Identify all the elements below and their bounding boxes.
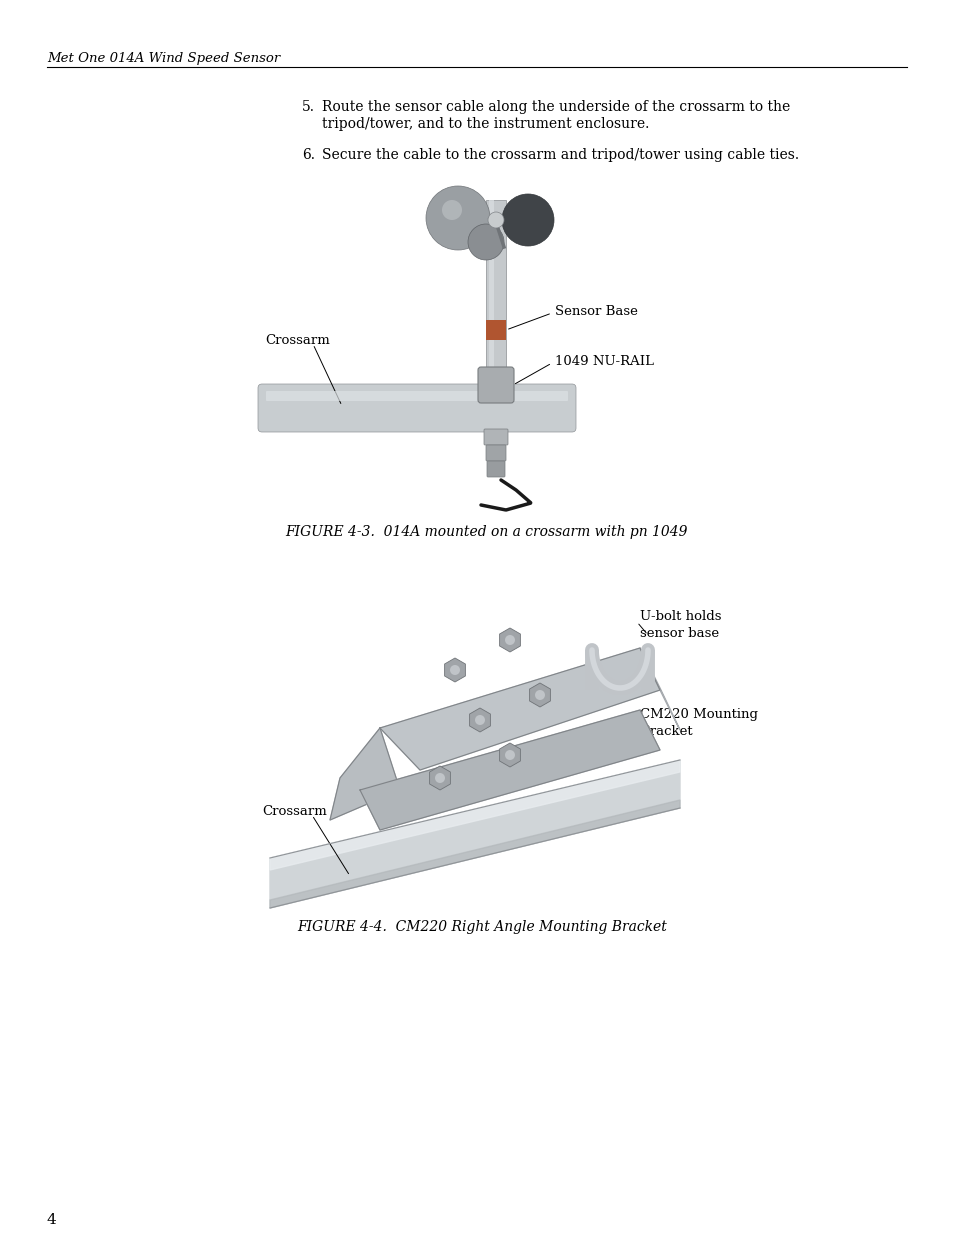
Text: Met One 014A Wind Speed Sensor: Met One 014A Wind Speed Sensor xyxy=(47,52,280,65)
Text: tripod/tower, and to the instrument enclosure.: tripod/tower, and to the instrument encl… xyxy=(322,117,649,131)
FancyBboxPatch shape xyxy=(257,384,576,432)
Text: 5.: 5. xyxy=(302,100,314,114)
Polygon shape xyxy=(429,766,450,790)
Circle shape xyxy=(488,212,503,228)
Polygon shape xyxy=(330,727,399,820)
Polygon shape xyxy=(639,648,679,730)
Text: Crossarm: Crossarm xyxy=(262,805,327,818)
Text: CM220 Mounting
Bracket: CM220 Mounting Bracket xyxy=(639,708,758,739)
Polygon shape xyxy=(529,683,550,706)
Text: Crossarm: Crossarm xyxy=(265,333,330,347)
Circle shape xyxy=(435,773,444,783)
Text: FIGURE 4-4.  CM220 Right Angle Mounting Bracket: FIGURE 4-4. CM220 Right Angle Mounting B… xyxy=(296,920,666,934)
Circle shape xyxy=(501,194,554,246)
FancyBboxPatch shape xyxy=(486,461,504,477)
Polygon shape xyxy=(469,708,490,732)
Bar xyxy=(489,200,494,388)
Circle shape xyxy=(426,186,490,249)
Text: Sensor Base: Sensor Base xyxy=(555,305,638,317)
Bar xyxy=(485,320,505,340)
Text: 4: 4 xyxy=(47,1213,56,1228)
Polygon shape xyxy=(270,800,679,908)
Text: FIGURE 4-3.  014A mounted on a crossarm with pn 1049: FIGURE 4-3. 014A mounted on a crossarm w… xyxy=(284,525,686,538)
Circle shape xyxy=(475,715,484,725)
Polygon shape xyxy=(270,760,679,869)
Text: 6.: 6. xyxy=(302,148,314,162)
FancyBboxPatch shape xyxy=(485,200,505,388)
Text: U-bolt holds
sensor base: U-bolt holds sensor base xyxy=(639,610,720,640)
FancyBboxPatch shape xyxy=(483,429,507,445)
Polygon shape xyxy=(444,658,465,682)
Polygon shape xyxy=(499,629,519,652)
Polygon shape xyxy=(359,710,659,830)
FancyBboxPatch shape xyxy=(485,445,505,461)
Circle shape xyxy=(504,635,515,645)
Circle shape xyxy=(535,690,544,700)
Circle shape xyxy=(504,750,515,760)
Text: Route the sensor cable along the underside of the crossarm to the: Route the sensor cable along the undersi… xyxy=(322,100,789,114)
Circle shape xyxy=(450,664,459,676)
Polygon shape xyxy=(270,760,679,908)
Circle shape xyxy=(441,200,461,220)
Circle shape xyxy=(468,224,503,261)
Polygon shape xyxy=(499,743,519,767)
FancyBboxPatch shape xyxy=(477,367,514,403)
FancyBboxPatch shape xyxy=(266,391,567,401)
Text: Secure the cable to the crossarm and tripod/tower using cable ties.: Secure the cable to the crossarm and tri… xyxy=(322,148,799,162)
Text: 1049 NU-RAIL: 1049 NU-RAIL xyxy=(555,354,654,368)
Polygon shape xyxy=(379,648,659,769)
